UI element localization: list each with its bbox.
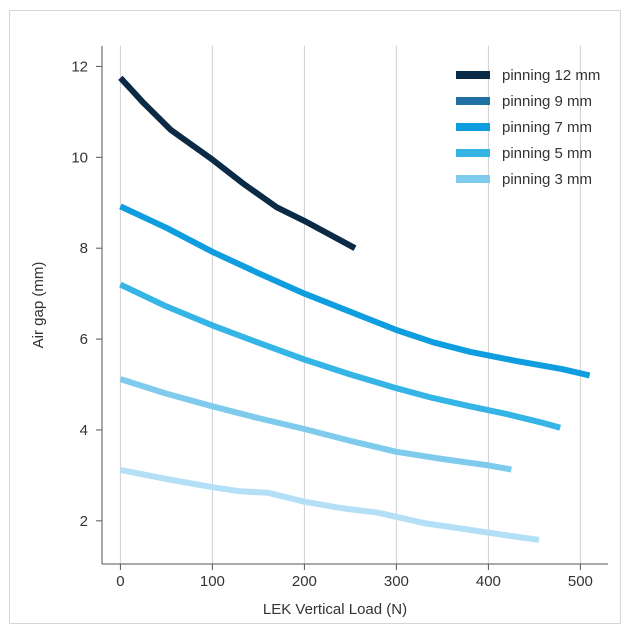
axes [101,46,608,565]
x-tick-label: 100 [200,573,225,590]
legend-swatch [456,123,490,131]
x-tick-label: 0 [116,573,124,590]
legend-label: pinning 5 mm [502,145,592,162]
series-line [118,75,357,251]
y-tick-label: 12 [71,58,88,75]
legend-label: pinning 12 mm [502,67,600,84]
legend-swatch [456,71,490,79]
series-line [119,376,512,473]
legend: pinning 12 mm pinning 9 mm pinning 7 mm pin… [456,67,600,188]
legend-swatch [456,97,490,105]
legend-label: pinning 7 mm [502,119,592,136]
series-group [118,75,591,543]
y-tick-label: 8 [80,240,88,257]
series-line [119,281,562,431]
legend-swatch [456,175,490,183]
x-ticks: 0 100 200 300 400 500 [116,564,593,590]
legend-label: pinning 9 mm [502,93,592,110]
y-tick-label: 4 [80,422,88,439]
series-line [119,466,540,543]
y-axis-label: Air gap (mm) [30,262,47,349]
legend-swatch [456,149,490,157]
x-axis-label: LEK Vertical Load (N) [263,601,407,618]
y-tick-label: 2 [80,513,88,530]
y-ticks: 2 4 6 8 10 12 [71,58,102,530]
x-tick-label: 300 [384,573,409,590]
x-tick-label: 200 [292,573,317,590]
chart-frame [9,10,621,624]
series-line [119,203,591,379]
x-tick-label: 500 [568,573,593,590]
grid-lines [119,46,581,564]
legend-label: pinning 3 mm [502,171,592,188]
y-tick-label: 10 [71,149,88,166]
y-tick-label: 6 [80,331,88,348]
x-tick-label: 400 [476,573,501,590]
